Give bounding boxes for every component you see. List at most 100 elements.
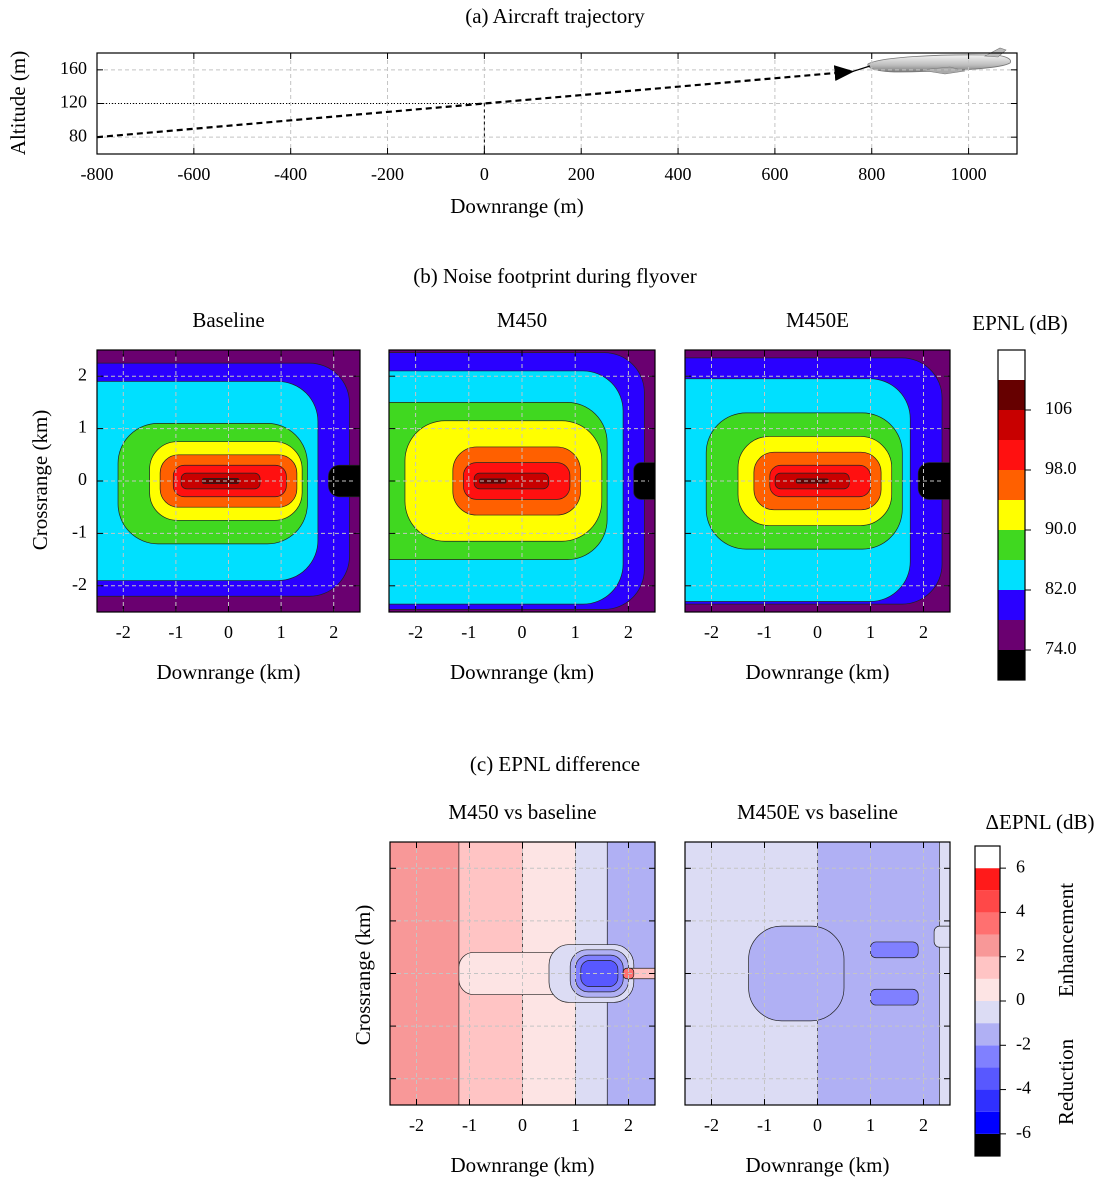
aircraft-icon [867, 47, 1012, 75]
x-tick-label: 2 [329, 622, 338, 642]
y-tick-label: 2 [78, 364, 87, 384]
colorbar-tick-label: -2 [1016, 1033, 1031, 1053]
chart-title: (a) Aircraft trajectory [465, 4, 645, 28]
plot-frame [389, 841, 656, 1106]
y-tick-label: -1 [72, 522, 87, 542]
colorbar-segment [998, 410, 1025, 440]
colorbar-segment [975, 1023, 1000, 1046]
colorbar-tick-label: -4 [1016, 1078, 1031, 1098]
y-axis-label: Altitude (m) [6, 51, 30, 155]
colorbar-segment [975, 1001, 1000, 1024]
x-tick-label: 1 [866, 622, 875, 642]
x-tick-label: 0 [813, 1115, 822, 1135]
x-tick-label: 0 [480, 164, 489, 184]
contour-region [870, 941, 919, 959]
colorbar-segment [998, 650, 1025, 680]
x-axis-label: Downrange (km) [450, 660, 594, 684]
colorbar-annotation: Enhancement [1054, 883, 1078, 997]
colorbar-segment [975, 934, 1000, 957]
colorbar-segment [975, 868, 1000, 891]
colorbar-tick-label: 90.0 [1045, 518, 1077, 538]
x-tick-label: -2 [704, 622, 719, 642]
x-tick-label: 200 [568, 164, 595, 184]
chart-title: (b) Noise footprint during flyover [413, 264, 696, 288]
colorbar-frame [997, 349, 1026, 681]
panel-subtitle: M450 vs baseline [448, 800, 596, 824]
x-tick-label: 0 [518, 1115, 527, 1135]
colorbar-tick-label: 6 [1016, 856, 1025, 876]
x-tick-label: -800 [81, 164, 114, 184]
colorbar-segment [998, 380, 1025, 410]
plot-frame [684, 841, 951, 1106]
x-tick-label: -1 [757, 1115, 772, 1135]
x-tick-label: 600 [761, 164, 788, 184]
x-axis-label: Downrange (km) [450, 1153, 594, 1177]
colorbar-tick-label: 0 [1016, 989, 1025, 1009]
x-tick-label: -200 [371, 164, 404, 184]
contour-region [870, 988, 919, 1006]
colorbar-segment [998, 590, 1025, 620]
y-tick-label: 120 [60, 92, 87, 112]
colorbar-tick-label: 106 [1045, 398, 1072, 418]
x-tick-label: 1 [571, 1115, 580, 1135]
contour-region [917, 462, 950, 500]
x-tick-label: 1 [866, 1115, 875, 1135]
colorbar-segment [975, 1133, 1000, 1156]
colorbar-title: ΔEPNL (dB) [986, 810, 1095, 834]
x-axis-label: Downrange (km) [745, 660, 889, 684]
colorbar-tick-label: 98.0 [1045, 458, 1077, 478]
colorbar-segment [975, 978, 1000, 1001]
panel-subtitle: M450E vs baseline [737, 800, 898, 824]
panel-subtitle: Baseline [192, 308, 264, 332]
x-tick-label: 1000 [951, 164, 987, 184]
trajectory-tail [852, 65, 871, 73]
plot-frame [684, 349, 951, 613]
colorbar-segment [975, 956, 1000, 979]
contour-region [933, 925, 950, 948]
y-axis-label: Crossrange (km) [28, 410, 52, 551]
y-axis-label: Crossrange (km) [351, 905, 375, 1046]
colorbar-title: EPNL (dB) [972, 311, 1067, 335]
x-tick-label: -1 [168, 622, 183, 642]
contour-region [479, 478, 507, 484]
colorbar-segment [975, 846, 1000, 869]
colorbar-tick-label: 4 [1016, 901, 1025, 921]
x-tick-label: 2 [624, 1115, 633, 1135]
colorbar-segment [998, 500, 1025, 530]
x-tick-label: -2 [704, 1115, 719, 1135]
x-tick-label: 0 [813, 622, 822, 642]
colorbar-segment [998, 350, 1025, 380]
plot-frame [96, 349, 361, 613]
panel-subtitle: M450 [497, 308, 547, 332]
colorbar-tick-label: 2 [1016, 945, 1025, 965]
colorbar-segment [998, 620, 1025, 650]
plot-frame [388, 349, 656, 613]
x-axis-label: Downrange (m) [450, 194, 584, 218]
colorbar-segment [998, 530, 1025, 560]
x-tick-label: 400 [665, 164, 692, 184]
x-tick-label: -2 [409, 1115, 424, 1135]
colorbar-segment [998, 440, 1025, 470]
colorbar-annotation: Reduction [1054, 1038, 1078, 1125]
x-tick-label: 0 [518, 622, 527, 642]
x-tick-label: -600 [177, 164, 210, 184]
x-tick-label: 800 [858, 164, 885, 184]
x-tick-label: 1 [571, 622, 580, 642]
colorbar-segment [975, 912, 1000, 935]
colorbar-segment [975, 1045, 1000, 1068]
colorbar-segment [998, 560, 1025, 590]
colorbar-tick-label: 74.0 [1045, 638, 1077, 658]
colorbar-tick-label: -6 [1016, 1122, 1031, 1142]
x-tick-label: -2 [408, 622, 423, 642]
colorbar-segment [998, 470, 1025, 500]
x-axis-label: Downrange (km) [745, 1153, 889, 1177]
x-tick-label: -1 [461, 622, 476, 642]
y-tick-label: 1 [78, 417, 87, 437]
x-tick-label: 2 [919, 622, 928, 642]
x-axis-label: Downrange (km) [156, 660, 300, 684]
trajectory-line [96, 65, 855, 139]
colorbar-segment [975, 1067, 1000, 1090]
x-tick-label: 1 [277, 622, 286, 642]
chart-title: (c) EPNL difference [470, 752, 640, 776]
